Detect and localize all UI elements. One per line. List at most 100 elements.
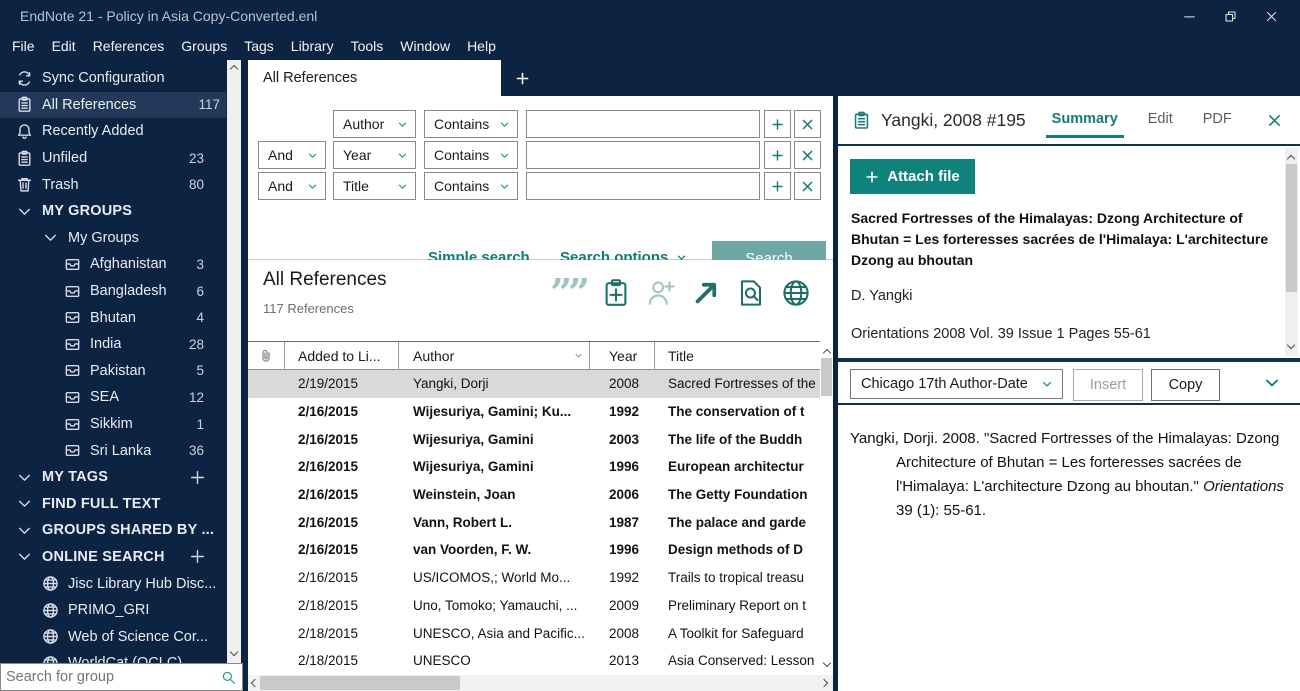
sidebar-item-my-groups[interactable]: My Groups: [0, 225, 226, 252]
field-select[interactable]: Year: [333, 141, 416, 169]
sidebar-scrollbar[interactable]: [227, 60, 241, 663]
menu-library[interactable]: Library: [290, 38, 334, 54]
table-row[interactable]: 2/16/2015 Wijesuriya, Gamini 1996 Europe…: [248, 453, 820, 481]
tab-all-references[interactable]: All References: [248, 60, 501, 96]
sidebar-item-my-groups[interactable]: MY GROUPS: [0, 198, 226, 225]
search-term-input[interactable]: [526, 172, 760, 200]
scroll-up-icon[interactable]: [823, 348, 831, 356]
add-row-button[interactable]: [764, 172, 791, 200]
sidebar-item-sea[interactable]: SEA 12: [0, 384, 226, 411]
field-select[interactable]: Author: [333, 110, 416, 138]
summary-scrollbar[interactable]: [1285, 148, 1298, 356]
sidebar-item-bhutan[interactable]: Bhutan 4: [0, 304, 226, 331]
minimize-button[interactable]: [1183, 10, 1196, 23]
table-row[interactable]: 2/16/2015 Wijesuriya, Gamini; Ku... 1992…: [248, 397, 820, 426]
sidebar-item-pakistan[interactable]: Pakistan 5: [0, 358, 226, 385]
scrollbar-thumb[interactable]: [1286, 164, 1297, 292]
table-row[interactable]: 2/18/2015 Uno, Tomoko; Yamauchi, ... 200…: [248, 591, 820, 620]
sidebar-item-india[interactable]: India 28: [0, 331, 226, 358]
copy-button[interactable]: Copy: [1151, 369, 1220, 401]
menu-window[interactable]: Window: [400, 38, 451, 54]
scroll-down-icon[interactable]: [823, 660, 831, 668]
table-vertical-scrollbar[interactable]: [820, 341, 833, 675]
sidebar-item-worldcat-oclc[interactable]: WorldCat (OCLC): [0, 650, 226, 663]
scroll-right-icon[interactable]: [821, 679, 829, 687]
add-button[interactable]: [189, 469, 206, 486]
sidebar-item-primo-gri[interactable]: PRIMO_GRI: [0, 597, 226, 624]
operator-select[interactable]: Contains: [424, 110, 518, 138]
table-row[interactable]: 2/18/2015 UNESCO 2013 Asia Conserved: Le…: [248, 646, 820, 675]
column-header-title[interactable]: Title: [668, 347, 694, 364]
table-row[interactable]: 2/16/2015 Wijesuriya, Gamini 2003 The li…: [248, 425, 820, 454]
sidebar-item-sync-configuration[interactable]: Sync Configuration: [0, 65, 226, 92]
insert-citation-button[interactable]: ””: [550, 274, 590, 312]
sidebar-item-online-search[interactable]: ONLINE SEARCH: [0, 544, 226, 571]
column-header-added[interactable]: Added to Li...: [285, 342, 399, 369]
sidebar-item-unfiled[interactable]: Unfiled 23: [0, 145, 226, 172]
menu-help[interactable]: Help: [467, 38, 496, 54]
sidebar-item-groups-shared-by[interactable]: GROUPS SHARED BY ...: [0, 517, 226, 544]
tab-summary[interactable]: Summary: [1045, 111, 1124, 138]
group-search-input[interactable]: [1, 668, 221, 686]
field-select[interactable]: Title: [333, 172, 416, 200]
citation-style-select[interactable]: Chicago 17th Author-Date: [850, 369, 1063, 399]
tab-pdf[interactable]: PDF: [1202, 111, 1232, 127]
search-term-input[interactable]: [526, 141, 760, 169]
table-row[interactable]: 2/18/2015 UNESCO, Asia and Pacific... 20…: [248, 619, 820, 647]
scrollbar-thumb[interactable]: [260, 676, 460, 690]
scroll-left-icon[interactable]: [250, 679, 258, 687]
table-horizontal-scrollbar[interactable]: [248, 675, 833, 691]
sidebar-item-my-tags[interactable]: MY TAGS: [0, 464, 226, 491]
menu-tools[interactable]: Tools: [350, 38, 384, 54]
add-tab-button[interactable]: [508, 64, 536, 92]
table-row[interactable]: 2/16/2015 Weinstein, Joan 2006 The Getty…: [248, 480, 820, 509]
column-header-attachment[interactable]: [248, 342, 285, 369]
boolean-select[interactable]: And: [258, 172, 326, 200]
remove-row-button[interactable]: [794, 141, 821, 169]
table-row[interactable]: 2/19/2015 Yangki, Dorji 2008 Sacred Fort…: [248, 370, 820, 398]
scroll-up-icon[interactable]: [1287, 154, 1295, 162]
sidebar-item-afghanistan[interactable]: Afghanistan 3: [0, 251, 226, 278]
sidebar-item-all-references[interactable]: All References 117: [0, 91, 226, 119]
sidebar-item-find-full-text[interactable]: FIND FULL TEXT: [0, 491, 226, 518]
table-row[interactable]: 2/16/2015 US/ICOMOS,; World Mo... 1992 T…: [248, 563, 820, 592]
column-header-author[interactable]: Author: [399, 342, 590, 369]
menu-file[interactable]: File: [12, 38, 35, 54]
close-panel-button[interactable]: [1267, 113, 1282, 128]
scroll-down-icon[interactable]: [230, 649, 238, 657]
add-row-button[interactable]: [764, 141, 791, 169]
sidebar-item-sikkim[interactable]: Sikkim 1: [0, 411, 226, 438]
sidebar-item-recently-added[interactable]: Recently Added: [0, 118, 226, 145]
attach-file-button[interactable]: Attach file: [850, 159, 975, 194]
panel-divider[interactable]: [833, 60, 838, 691]
table-row[interactable]: 2/16/2015 van Voorden, F. W. 1996 Design…: [248, 536, 820, 564]
export-button[interactable]: [691, 278, 721, 308]
menu-groups[interactable]: Groups: [181, 38, 228, 54]
menu-edit[interactable]: Edit: [51, 38, 76, 54]
search-term-input[interactable]: [526, 110, 760, 138]
table-row[interactable]: 2/16/2015 Vann, Robert L. 1987 The palac…: [248, 508, 820, 537]
sidebar-item-web-of-science-cor[interactable]: Web of Science Cor...: [0, 623, 226, 650]
remove-row-button[interactable]: [794, 110, 821, 138]
sidebar-item-bangladesh[interactable]: Bangladesh 6: [0, 278, 226, 305]
scroll-up-icon[interactable]: [230, 64, 238, 72]
close-button[interactable]: [1265, 10, 1278, 23]
insert-button[interactable]: Insert: [1073, 369, 1143, 401]
scrollbar-thumb[interactable]: [821, 358, 832, 396]
sidebar-item-trash[interactable]: Trash 80: [0, 171, 226, 198]
scroll-down-icon[interactable]: [1287, 342, 1295, 350]
add-to-group-button[interactable]: [601, 278, 631, 308]
restore-button[interactable]: [1224, 10, 1237, 23]
sidebar-item-jisc-library-hub-disc[interactable]: Jisc Library Hub Disc...: [0, 570, 226, 597]
share-reference-button[interactable]: [646, 278, 676, 308]
find-fulltext-button[interactable]: [736, 278, 766, 308]
add-row-button[interactable]: [764, 110, 791, 138]
expand-citation-button[interactable]: [1264, 375, 1280, 391]
menu-tags[interactable]: Tags: [244, 38, 274, 54]
tab-edit[interactable]: Edit: [1147, 111, 1173, 127]
operator-select[interactable]: Contains: [424, 172, 518, 200]
menu-references[interactable]: References: [92, 38, 165, 54]
column-header-year[interactable]: Year: [590, 342, 655, 369]
add-button[interactable]: [189, 548, 206, 565]
operator-select[interactable]: Contains: [424, 141, 518, 169]
